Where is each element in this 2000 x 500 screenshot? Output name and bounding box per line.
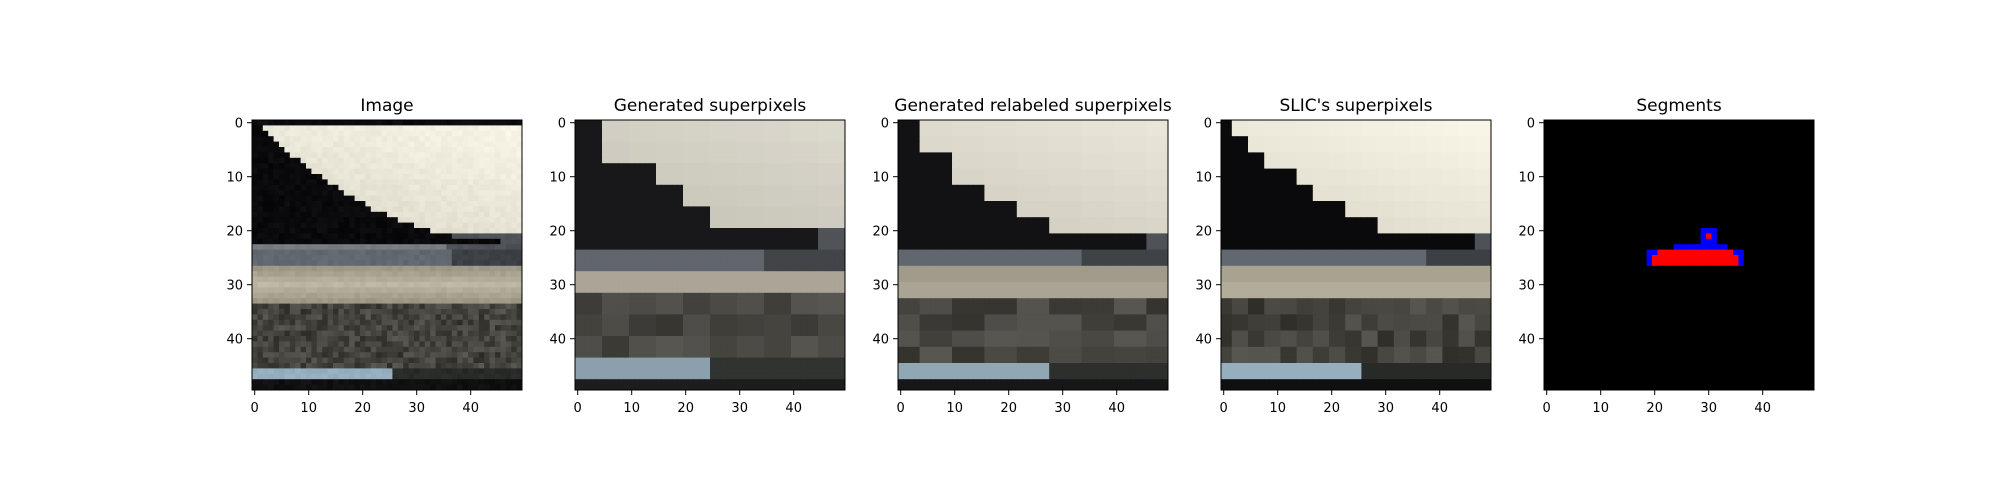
x-tick-label: 20 [1000, 401, 1017, 416]
x-tick-label: 0 [1220, 401, 1228, 416]
y-tick-label: 10 [872, 171, 889, 186]
y-tick-label: 30 [872, 279, 889, 294]
x-tick-label: 20 [354, 401, 371, 416]
y-tick-label: 40 [1518, 333, 1535, 348]
x-tick-label: 10 [1269, 401, 1286, 416]
panel-1: Image 0 10 20 30 40 0 10 20 30 40 [226, 96, 523, 416]
y-tick-label: 40 [549, 333, 566, 348]
panel-image [1544, 120, 1815, 391]
panel-5: Segments 0 10 20 30 40 0 10 20 30 40 [1518, 96, 1815, 416]
axes-frame [897, 119, 1169, 391]
panel-image [898, 120, 1169, 391]
axes-frame [574, 119, 846, 391]
y-tick-label: 0 [881, 117, 889, 132]
y-tick-label: 10 [226, 171, 243, 186]
x-tick-label: 10 [623, 401, 640, 416]
x-tick-label: 40 [1754, 401, 1771, 416]
panel-4: SLIC's superpixels 0 10 20 30 40 0 10 20 30 40 [1195, 96, 1492, 416]
y-tick-label: 10 [1518, 171, 1535, 186]
x-tick-label: 40 [1108, 401, 1125, 416]
x-tick-label: 10 [300, 401, 317, 416]
x-tick-label: 30 [1054, 401, 1071, 416]
y-tick-label: 10 [549, 171, 566, 186]
y-tick-label: 40 [226, 333, 243, 348]
axes-frame [251, 119, 523, 391]
x-tick-label: 30 [1377, 401, 1394, 416]
y-tick-label: 30 [1195, 279, 1212, 294]
panel-image [252, 120, 523, 391]
y-tick-label: 0 [235, 117, 243, 132]
panel-title: Segments [1636, 96, 1722, 116]
panel-title: Generated superpixels [614, 96, 807, 116]
x-tick-label: 20 [677, 401, 694, 416]
panel-title: Image [360, 96, 413, 116]
y-tick-label: 30 [226, 279, 243, 294]
y-tick-label: 30 [549, 279, 566, 294]
x-tick-label: 40 [462, 401, 479, 416]
x-tick-label: 0 [1543, 401, 1551, 416]
x-tick-label: 0 [574, 401, 582, 416]
x-tick-label: 10 [1592, 401, 1609, 416]
x-tick-label: 0 [251, 401, 259, 416]
x-tick-label: 10 [946, 401, 963, 416]
y-tick-label: 20 [1195, 225, 1212, 240]
axes-frame [1220, 119, 1492, 391]
y-tick-label: 0 [1527, 117, 1535, 132]
panel-image [1221, 120, 1492, 391]
x-tick-label: 40 [1431, 401, 1448, 416]
x-tick-label: 30 [408, 401, 425, 416]
x-tick-label: 20 [1646, 401, 1663, 416]
panel-2: Generated superpixels 0 10 20 30 40 0 10 20 30 40 [549, 96, 846, 416]
panel-title: SLIC's superpixels [1279, 96, 1432, 116]
y-tick-label: 40 [872, 333, 889, 348]
y-tick-label: 20 [226, 225, 243, 240]
panel-image [575, 120, 846, 391]
y-tick-label: 20 [549, 225, 566, 240]
panel-3: Generated relabeled superpixels 0 10 20 30 40… [872, 96, 1171, 416]
panel-title: Generated relabeled superpixels [894, 96, 1172, 116]
y-tick-label: 0 [1204, 117, 1212, 132]
y-tick-label: 40 [1195, 333, 1212, 348]
axes-frame [1543, 119, 1815, 391]
x-tick-label: 30 [731, 401, 748, 416]
x-tick-label: 0 [897, 401, 905, 416]
y-tick-label: 10 [1195, 171, 1212, 186]
y-tick-label: 20 [1518, 225, 1535, 240]
x-tick-label: 30 [1700, 401, 1717, 416]
y-tick-label: 0 [558, 117, 566, 132]
x-tick-label: 20 [1323, 401, 1340, 416]
y-tick-label: 30 [1518, 279, 1535, 294]
x-tick-label: 40 [785, 401, 802, 416]
y-tick-label: 20 [872, 225, 889, 240]
